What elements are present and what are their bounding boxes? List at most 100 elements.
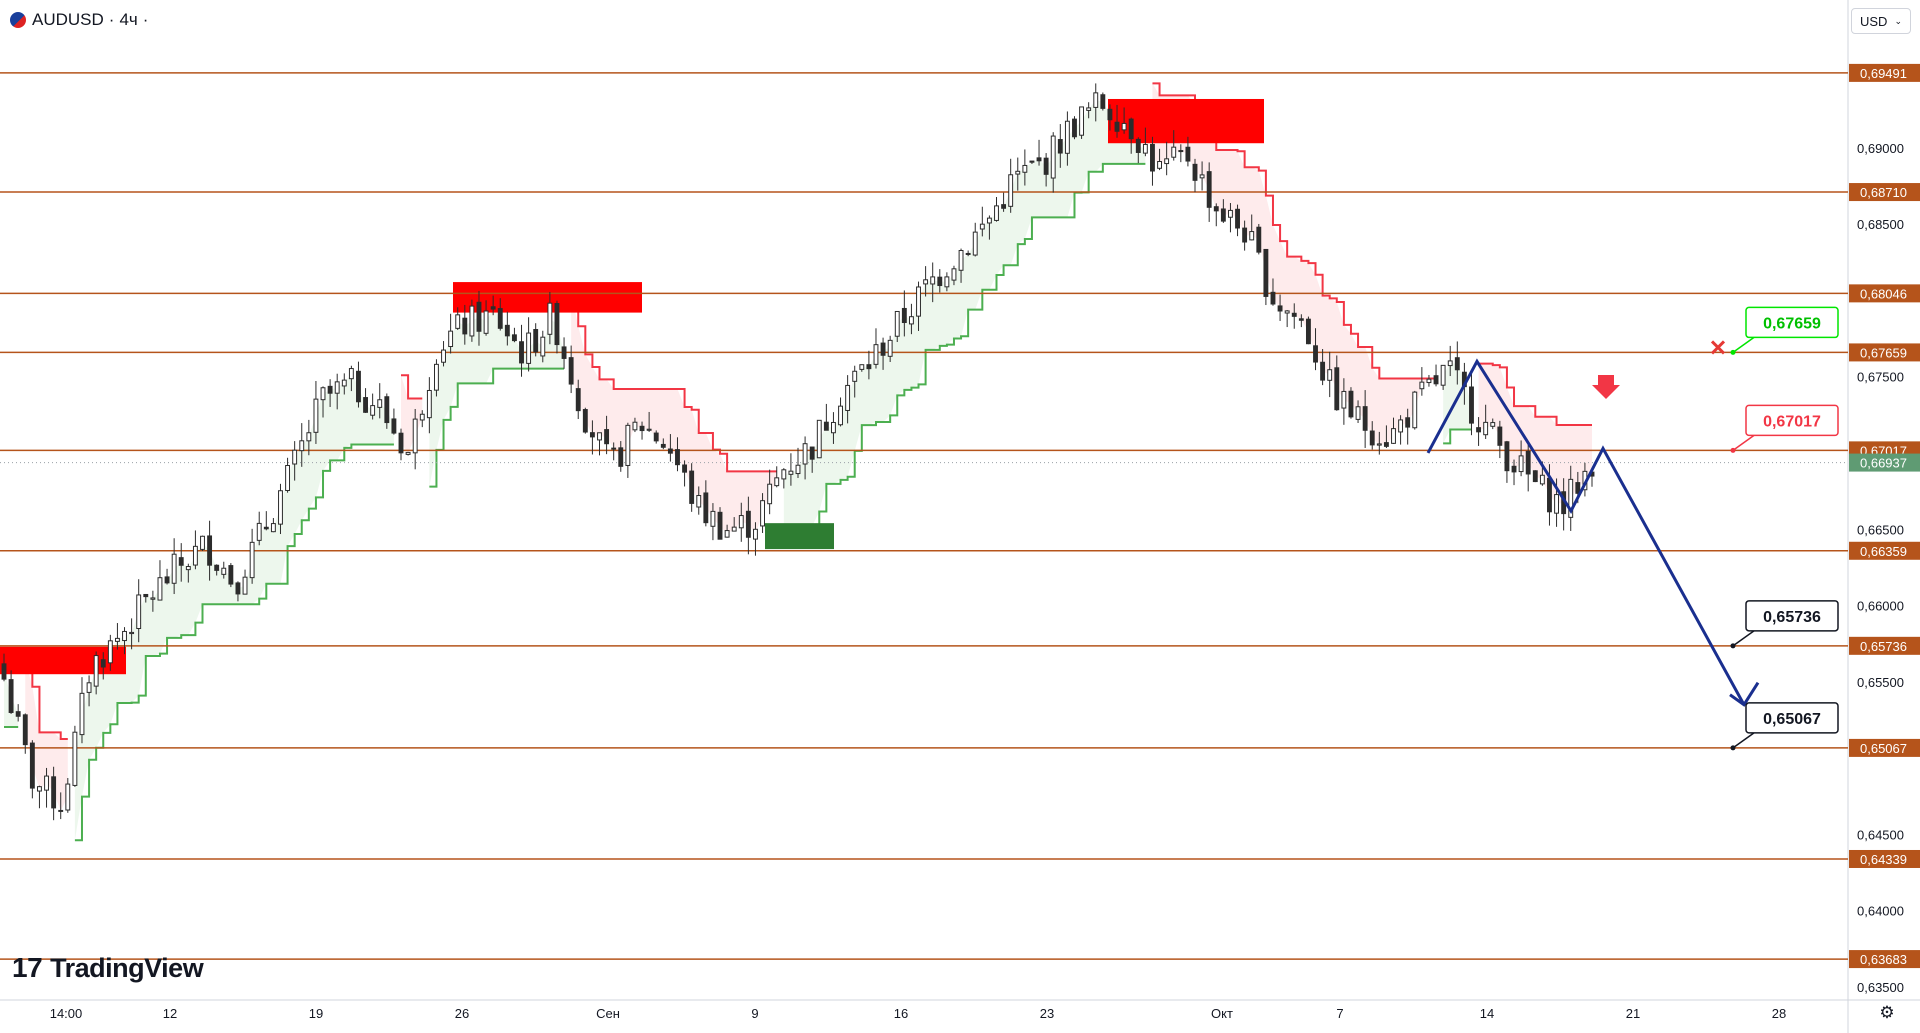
candle-body [412, 418, 418, 454]
candle-body [1554, 494, 1559, 514]
candle-body [894, 310, 900, 337]
candle-body [944, 276, 950, 288]
level-label: 0,68046 [1860, 286, 1907, 301]
callout-box [1745, 702, 1839, 734]
candle-body [838, 405, 843, 426]
candle-body [667, 448, 673, 454]
candle-body [866, 364, 872, 370]
y-tick-label: 0,63500 [1857, 980, 1904, 995]
candle-body [1, 663, 7, 680]
level-label: 0,69491 [1860, 66, 1907, 81]
candle-body [65, 783, 71, 811]
candle-body [575, 388, 581, 412]
currency-dropdown[interactable]: USD ⌄ [1851, 8, 1911, 34]
level-label-bg [1849, 738, 1920, 757]
candle-body [1079, 106, 1085, 136]
header-separator: · [108, 10, 115, 29]
candle-body [278, 490, 283, 525]
tradingview-logo-icon: 17 [12, 952, 43, 983]
candle-body [1220, 208, 1226, 222]
candle-body [214, 564, 220, 571]
candle-body [802, 443, 808, 465]
currency-label: USD [1860, 13, 1888, 29]
candle-body [1433, 375, 1439, 385]
callout-pointer [1732, 336, 1755, 354]
candle-body [320, 387, 326, 401]
candle-body [682, 464, 688, 473]
candle-body [1093, 92, 1099, 108]
candle-body [1029, 160, 1035, 163]
candle-body [554, 303, 560, 346]
candle-body [1511, 465, 1517, 473]
callout-box [1745, 306, 1839, 339]
level-label: 0,68710 [1860, 185, 1907, 200]
candle-body [1454, 357, 1460, 371]
candle-body [122, 630, 127, 642]
candle-body [1362, 406, 1368, 431]
candle-body [604, 429, 610, 445]
candle-body [1050, 135, 1056, 179]
candle-body [972, 231, 978, 256]
candle-body [377, 399, 383, 408]
candle-body [114, 637, 120, 642]
candle-body [738, 515, 744, 529]
candle-body [611, 447, 617, 450]
candle-body [639, 425, 645, 432]
candle-body [1440, 364, 1446, 386]
candle-body [292, 449, 298, 465]
level-label-bg [1849, 636, 1920, 655]
candle-body [916, 286, 921, 317]
supertrend-down-line [571, 291, 777, 473]
candle-body [561, 346, 567, 359]
candle-body [192, 545, 198, 566]
y-tick-label: 0,64500 [1857, 827, 1904, 842]
supertrend-down-line-fill [1478, 363, 1592, 504]
level-label: 0,67659 [1860, 345, 1907, 360]
candle-body [348, 368, 354, 380]
candle-body [1199, 174, 1205, 179]
candle-body [327, 385, 333, 394]
candle-body [448, 330, 454, 348]
candle-body [1256, 226, 1262, 253]
candle-body [37, 786, 42, 792]
supertrend-up-line [429, 367, 565, 488]
candle-body [880, 342, 886, 356]
candle-body [795, 464, 801, 475]
candle-body [419, 413, 425, 421]
candle-body [441, 349, 446, 363]
symbol-header[interactable]: AUDUSD · 4ч · [10, 10, 148, 30]
candle-body [986, 217, 992, 224]
candle-body [15, 711, 21, 717]
candle-body [1150, 143, 1155, 172]
x-tick-label: 12 [163, 1006, 177, 1021]
candle-body [937, 276, 943, 287]
candle-body [1263, 248, 1269, 297]
candle-body [1121, 122, 1127, 131]
gear-icon[interactable]: ⚙ [1879, 1003, 1895, 1022]
candle-body [1291, 312, 1297, 317]
level-label-bg [1849, 63, 1920, 82]
callout-box [1745, 600, 1839, 632]
candle-body [852, 370, 858, 382]
candle-body [1277, 305, 1283, 312]
candle-body [228, 565, 234, 585]
callout-anchor [1730, 745, 1736, 751]
candle-body [270, 523, 276, 533]
projection-pattern-line [1426, 358, 1746, 706]
candle-body [8, 679, 14, 713]
level-label-bg [1849, 849, 1920, 868]
candle-body [1575, 482, 1581, 494]
candle-body [58, 809, 64, 812]
candle-body [1213, 206, 1219, 212]
candle-body [497, 308, 503, 329]
supertrend-down-line-fill [571, 292, 777, 535]
candle-body [511, 334, 517, 342]
candle-body [1483, 421, 1489, 436]
y-tick-label: 0,67500 [1857, 370, 1904, 385]
level-label-bg [1849, 284, 1920, 303]
candle-body [1128, 118, 1134, 140]
candle-body [150, 597, 156, 600]
candle-body [285, 464, 291, 491]
candle-body [171, 553, 177, 584]
